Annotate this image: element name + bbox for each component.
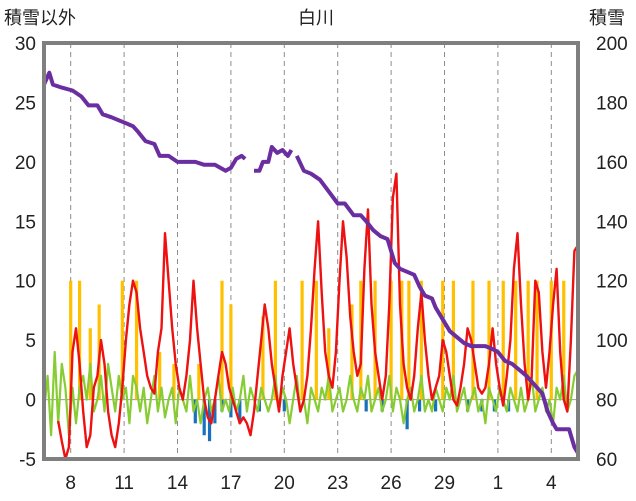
sunshine-bar [158,352,162,400]
left-axis: -5 0 5 10 15 20 25 30 [15,34,36,471]
precip-bar [229,399,233,418]
x-axis: 8 11 14 17 20 23 26 29 1 4 [65,473,557,494]
sunshine-bar [471,280,475,400]
left-axis-label: 積雪以外 [4,8,76,29]
x-tick-label: 29 [434,473,455,494]
sunshine-bar [350,304,354,400]
sunshine-bar [261,316,265,400]
x-tick-label: 26 [381,473,402,494]
sunshine-bar [300,280,304,400]
sunshine-bar [172,363,176,400]
left-tick-label: 20 [15,153,36,174]
x-tick-label: 14 [167,473,189,494]
x-tick-label: 4 [546,473,557,494]
sunshine-bar [487,280,491,400]
precip-bar [405,399,409,430]
x-tick-label: 17 [220,473,241,494]
sunshine-bar [419,280,423,400]
sunshine-bar [526,280,530,400]
left-tick-label: 25 [15,93,36,114]
precip-bar [193,399,197,424]
left-tick-label: 10 [15,272,36,293]
sunshine-bar [501,280,505,400]
line-series [42,70,580,461]
temperature-line [57,172,580,461]
precip-bar [434,399,438,412]
sunshine-bar [197,363,201,400]
right-axis-label: 積雪 [589,8,625,29]
x-tick-label: 11 [114,473,134,494]
bar-series [69,280,566,442]
right-tick-label: 140 [596,212,628,233]
precip-bar [417,399,422,412]
sunshine-bar [535,280,539,400]
right-tick-label: 200 [596,34,628,55]
sunshine-bar [273,280,277,400]
sunshine-bar [120,280,124,400]
sunshine-bar [327,328,331,400]
right-tick-label: 160 [596,153,628,174]
sunshine-bar [314,280,318,400]
sunshine-bar [220,280,224,400]
sunshine-bar [514,280,518,400]
precip-bar [238,399,242,424]
precip-bar [282,399,286,412]
right-tick-label: 180 [596,93,628,114]
sunshine-bar [69,280,73,400]
mild_temp-line [42,350,579,437]
right-axis: 60 80 100 120 140 160 180 200 [596,34,628,471]
sunshine-bar [134,280,139,400]
right-tick-label: 120 [596,272,628,293]
precip-bar [202,399,206,436]
sunshine-bar [451,280,455,400]
sunshine-bar [229,304,233,400]
x-tick-label: 20 [274,473,295,494]
x-tick-label: 8 [65,473,76,494]
sunshine-bar [78,280,82,400]
precip-bar [213,399,217,424]
left-tick-label: -5 [19,450,36,471]
left-tick-label: 30 [15,34,36,55]
x-tick-label: 1 [493,473,504,494]
left-tick-label: 15 [15,212,36,233]
right-tick-label: 80 [596,391,617,412]
left-tick-label: 5 [25,331,36,352]
x-tick-label: 23 [327,473,348,494]
left-tick-label: 0 [25,391,36,412]
precip-bar [364,399,368,412]
sunshine-bar [389,280,393,400]
right-tick-label: 60 [596,450,617,471]
sunshine-bar [562,280,566,400]
snow_depth-line [42,70,580,455]
right-tick-label: 100 [596,331,628,352]
chart-title: 白川 [298,8,334,29]
sunshine-bar [407,280,411,400]
plot-frame [42,41,580,461]
